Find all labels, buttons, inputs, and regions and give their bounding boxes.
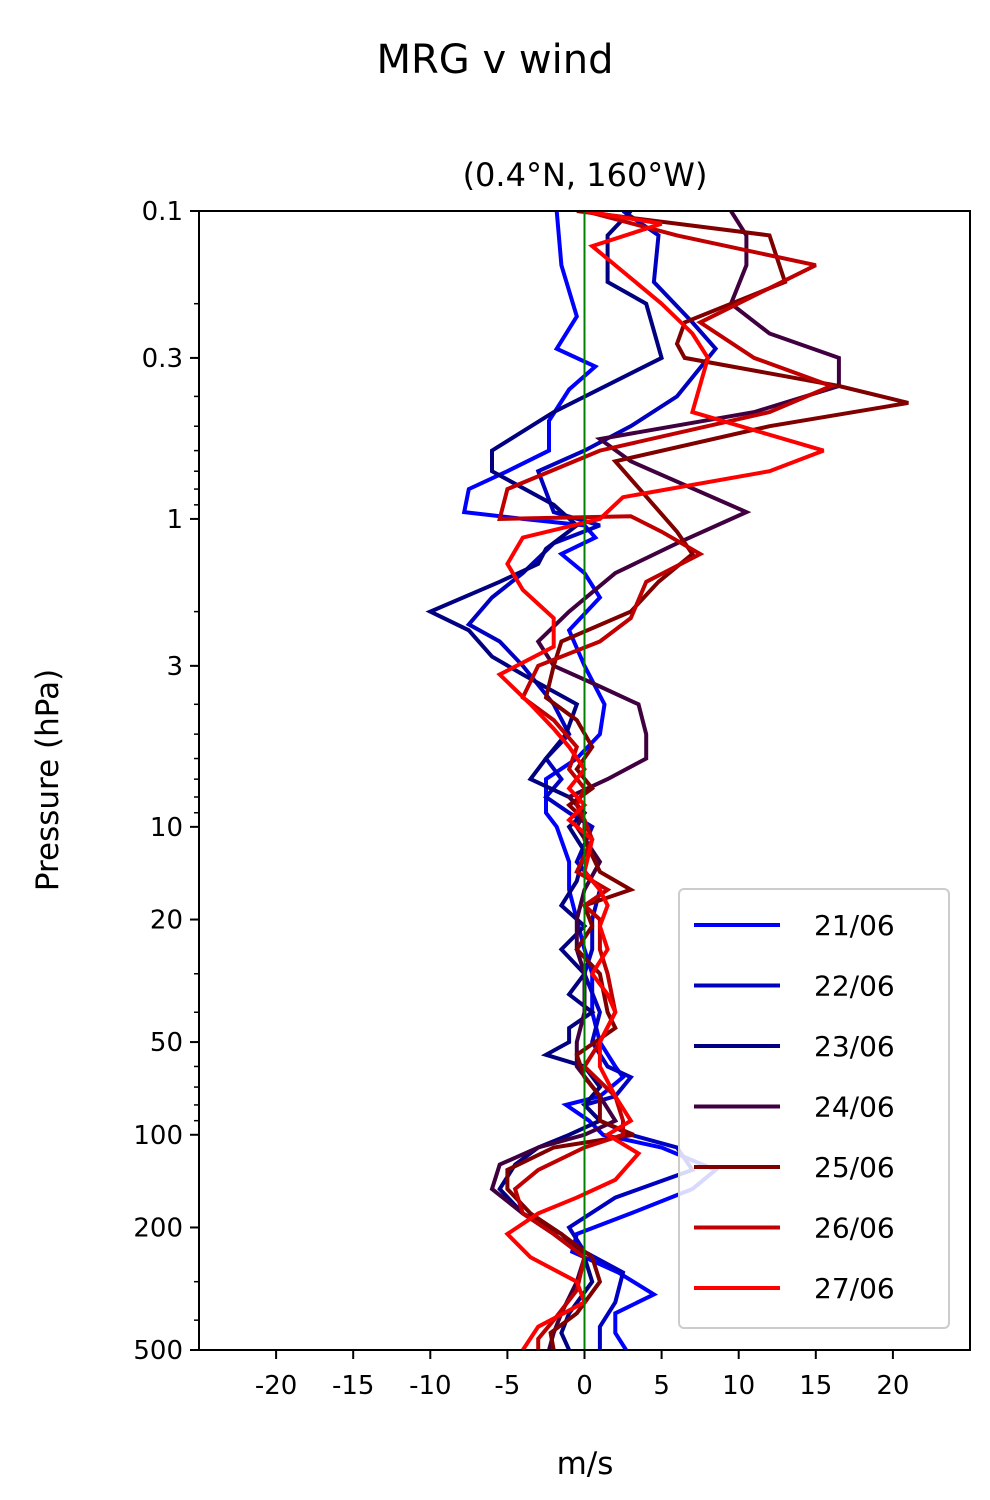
y-tick-label: 0.1 — [142, 197, 183, 227]
legend-box — [678, 888, 950, 1329]
x-tick-label: -10 — [409, 1371, 451, 1401]
y-axis-label: Pressure (hPa) — [30, 669, 66, 891]
y-tick-label: 10 — [150, 813, 183, 843]
x-tick-label: 20 — [876, 1371, 909, 1401]
plot-title: (0.4°N, 160°W) — [463, 156, 708, 194]
x-tick-label: 0 — [576, 1371, 593, 1401]
legend-label: 26/06 — [814, 1212, 895, 1245]
x-tick-label: 5 — [653, 1371, 670, 1401]
legend-label: 22/06 — [814, 970, 895, 1003]
y-tick-label: 20 — [150, 906, 183, 936]
x-axis-label: m/s — [557, 1446, 614, 1482]
legend-label: 23/06 — [814, 1030, 895, 1063]
axis-ticks: -20 -15 -10 -5 0 5 10 15 20 0.1 0.3 1 3 10 20 50 100 200 5… — [133, 197, 909, 1401]
y-tick-label: 1 — [166, 505, 183, 535]
x-tick-label: -5 — [494, 1371, 520, 1401]
x-tick-label: 15 — [799, 1371, 832, 1401]
legend-label: 25/06 — [814, 1151, 895, 1184]
legend-label: 24/06 — [814, 1091, 895, 1124]
series-line-21-06 — [461, 211, 720, 1350]
y-tick-label: 200 — [133, 1213, 183, 1243]
y-tick-label: 50 — [150, 1028, 183, 1058]
y-tick-label: 3 — [166, 652, 183, 682]
y-tick-label: 0.3 — [142, 344, 183, 374]
x-tick-label: -15 — [332, 1371, 374, 1401]
figure-title: MRG v wind — [377, 37, 614, 83]
legend-label: 27/06 — [814, 1272, 895, 1305]
x-tick-label: 10 — [722, 1371, 755, 1401]
y-tick-label: 500 — [133, 1336, 183, 1366]
y-tick-label: 100 — [133, 1121, 183, 1151]
series-line-27-06 — [496, 211, 825, 1350]
legend-label: 21/06 — [814, 909, 895, 942]
legend: 21/06 22/06 23/06 24/06 25/06 26/06 27/06 — [678, 888, 950, 1329]
x-tick-label: -20 — [255, 1371, 297, 1401]
